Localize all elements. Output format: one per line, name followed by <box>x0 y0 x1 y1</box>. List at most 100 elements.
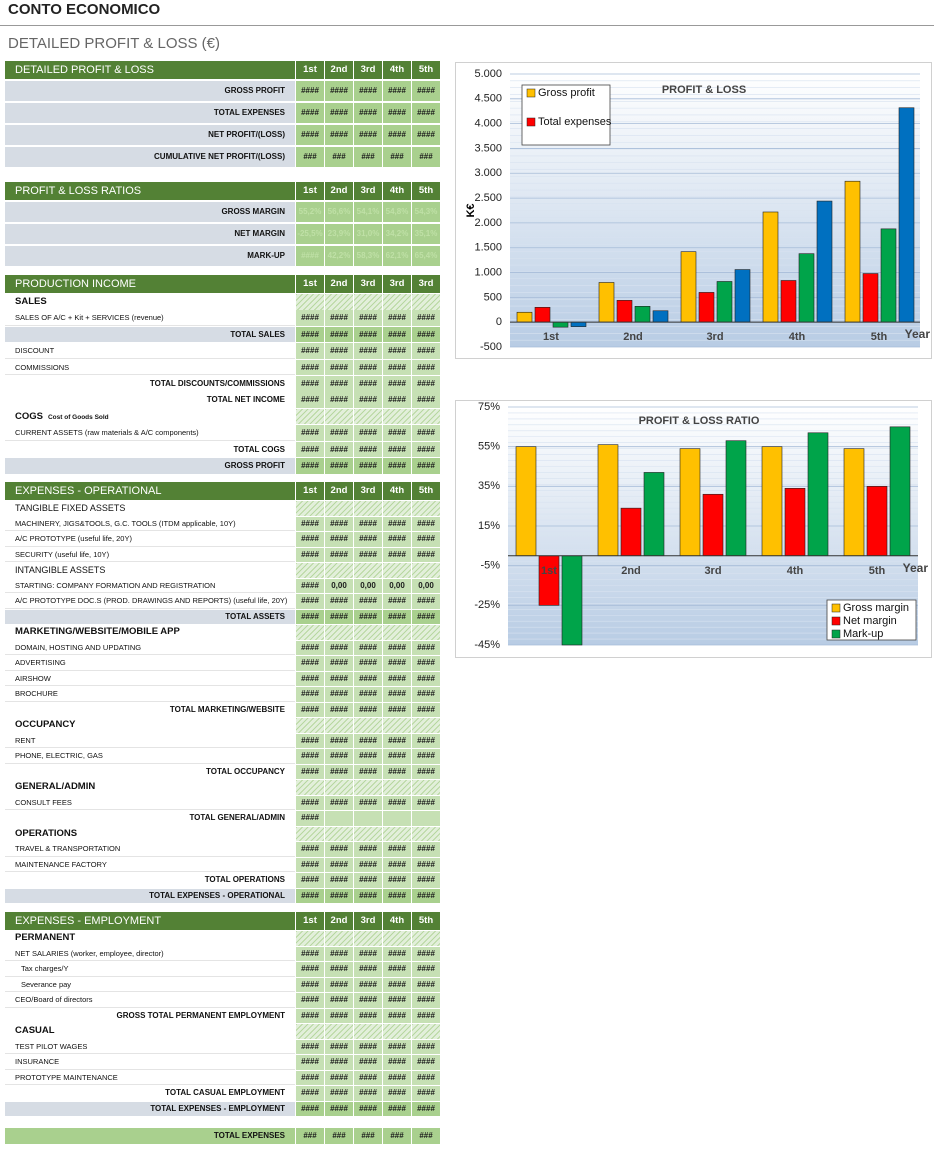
cell: #### <box>296 392 324 408</box>
cell <box>412 931 440 946</box>
cell: 56,6% <box>325 202 353 222</box>
cell: #### <box>412 1039 440 1055</box>
cell <box>325 811 353 826</box>
cell <box>383 294 411 310</box>
cell: #### <box>354 81 382 101</box>
row-label: MACHINERY, JIGS&TOOLS, G.C. TOOLS (ITDM … <box>5 516 295 532</box>
cell: #### <box>325 594 353 609</box>
cell: #### <box>412 392 440 408</box>
cell <box>354 408 382 425</box>
cell: #### <box>325 425 353 441</box>
cell: #### <box>354 702 382 718</box>
row-label: TOTAL EXPENSES <box>5 103 295 123</box>
y-tick-label: 1.000 <box>474 266 502 278</box>
cell: #### <box>354 310 382 326</box>
cell: #### <box>354 640 382 656</box>
cell: #### <box>325 749 353 764</box>
cell: #### <box>383 977 411 993</box>
row-label: STARTING: COMPANY FORMATION AND REGISTRA… <box>5 578 295 594</box>
cell: #### <box>383 764 411 780</box>
cell: #### <box>412 425 440 441</box>
column-header: 2nd <box>325 61 353 79</box>
cell: #### <box>296 977 324 993</box>
cell: #### <box>296 946 324 962</box>
cell: #### <box>354 594 382 609</box>
row-label: SECURITY (useful life, 10Y) <box>5 547 295 563</box>
column-header: 5th <box>412 61 440 79</box>
column-header: 4th <box>383 61 411 79</box>
row-label: TRAVEL & TRANSPORTATION <box>5 842 295 857</box>
bar <box>515 446 537 557</box>
cell: #### <box>354 392 382 408</box>
y-tick-label: 4.500 <box>474 93 502 105</box>
row-label: TOTAL CASUAL EMPLOYMENT <box>5 1086 295 1101</box>
chart-title: PROFIT & LOSS <box>662 84 746 96</box>
cell: #### <box>412 946 440 962</box>
cell: #### <box>354 1070 382 1086</box>
column-header: 3rd <box>354 182 382 200</box>
cell: ### <box>354 1128 382 1144</box>
cell <box>383 931 411 946</box>
x-axis-label: Year <box>905 327 931 341</box>
row-label: ADVERTISING <box>5 656 295 671</box>
row-label: COMMISSIONS <box>5 359 295 376</box>
row-label: Severance pay <box>5 977 295 993</box>
cell: #### <box>354 609 382 625</box>
cell: #### <box>383 425 411 441</box>
subtitle: DETAILED PROFIT & LOSS (€) <box>8 35 220 52</box>
cell: #### <box>383 1008 411 1024</box>
cell: #### <box>383 594 411 609</box>
cell: #### <box>296 1039 324 1055</box>
cell <box>354 811 382 826</box>
y-tick-label: 15% <box>478 520 500 532</box>
cell <box>354 718 382 733</box>
row-label: CONSULT FEES <box>5 795 295 811</box>
cell: #### <box>296 578 324 594</box>
cell <box>325 718 353 733</box>
column-header: 5th <box>412 912 440 930</box>
cell: #### <box>383 733 411 749</box>
cell <box>412 625 440 640</box>
cell: #### <box>325 1039 353 1055</box>
cell <box>354 1024 382 1039</box>
y-tick-label: 500 <box>484 291 502 303</box>
cell: #### <box>296 687 324 702</box>
cell: #### <box>325 842 353 857</box>
cell: #### <box>354 687 382 702</box>
column-header: 1st <box>296 275 324 293</box>
cell: #### <box>412 441 440 458</box>
column-header: 3rd <box>383 275 411 293</box>
cell: #### <box>383 640 411 656</box>
cell: #### <box>383 702 411 718</box>
cell: #### <box>412 993 440 1008</box>
cell: #### <box>354 359 382 376</box>
cell: #### <box>325 671 353 687</box>
cell: #### <box>412 702 440 718</box>
cell: #### <box>412 873 440 888</box>
bar <box>816 200 833 323</box>
cell: 35,1% <box>412 224 440 244</box>
cell: #### <box>383 609 411 625</box>
cell: #### <box>383 1101 411 1117</box>
row-label: GENERAL/ADMIN <box>5 780 295 795</box>
cell: #### <box>383 547 411 563</box>
cell: ### <box>383 1128 411 1144</box>
cell: #### <box>325 687 353 702</box>
bar <box>561 555 583 646</box>
cell: #### <box>383 842 411 857</box>
cell: #### <box>296 1055 324 1070</box>
bar <box>898 107 915 323</box>
column-header: 4th <box>383 912 411 930</box>
bar <box>784 488 806 557</box>
y-axis-label: K€ <box>465 203 477 217</box>
row-label: AIRSHOW <box>5 671 295 687</box>
bar <box>780 280 797 323</box>
cell: #### <box>412 1070 440 1086</box>
cell: 0,00 <box>325 578 353 594</box>
cell: #### <box>296 842 324 857</box>
x-tick-label: 3rd <box>704 565 721 577</box>
bar <box>538 555 560 606</box>
cell: #### <box>412 81 440 101</box>
row-label: SALES OF A/C + Kit + SERVICES (revenue) <box>5 310 295 326</box>
cell: #### <box>325 764 353 780</box>
